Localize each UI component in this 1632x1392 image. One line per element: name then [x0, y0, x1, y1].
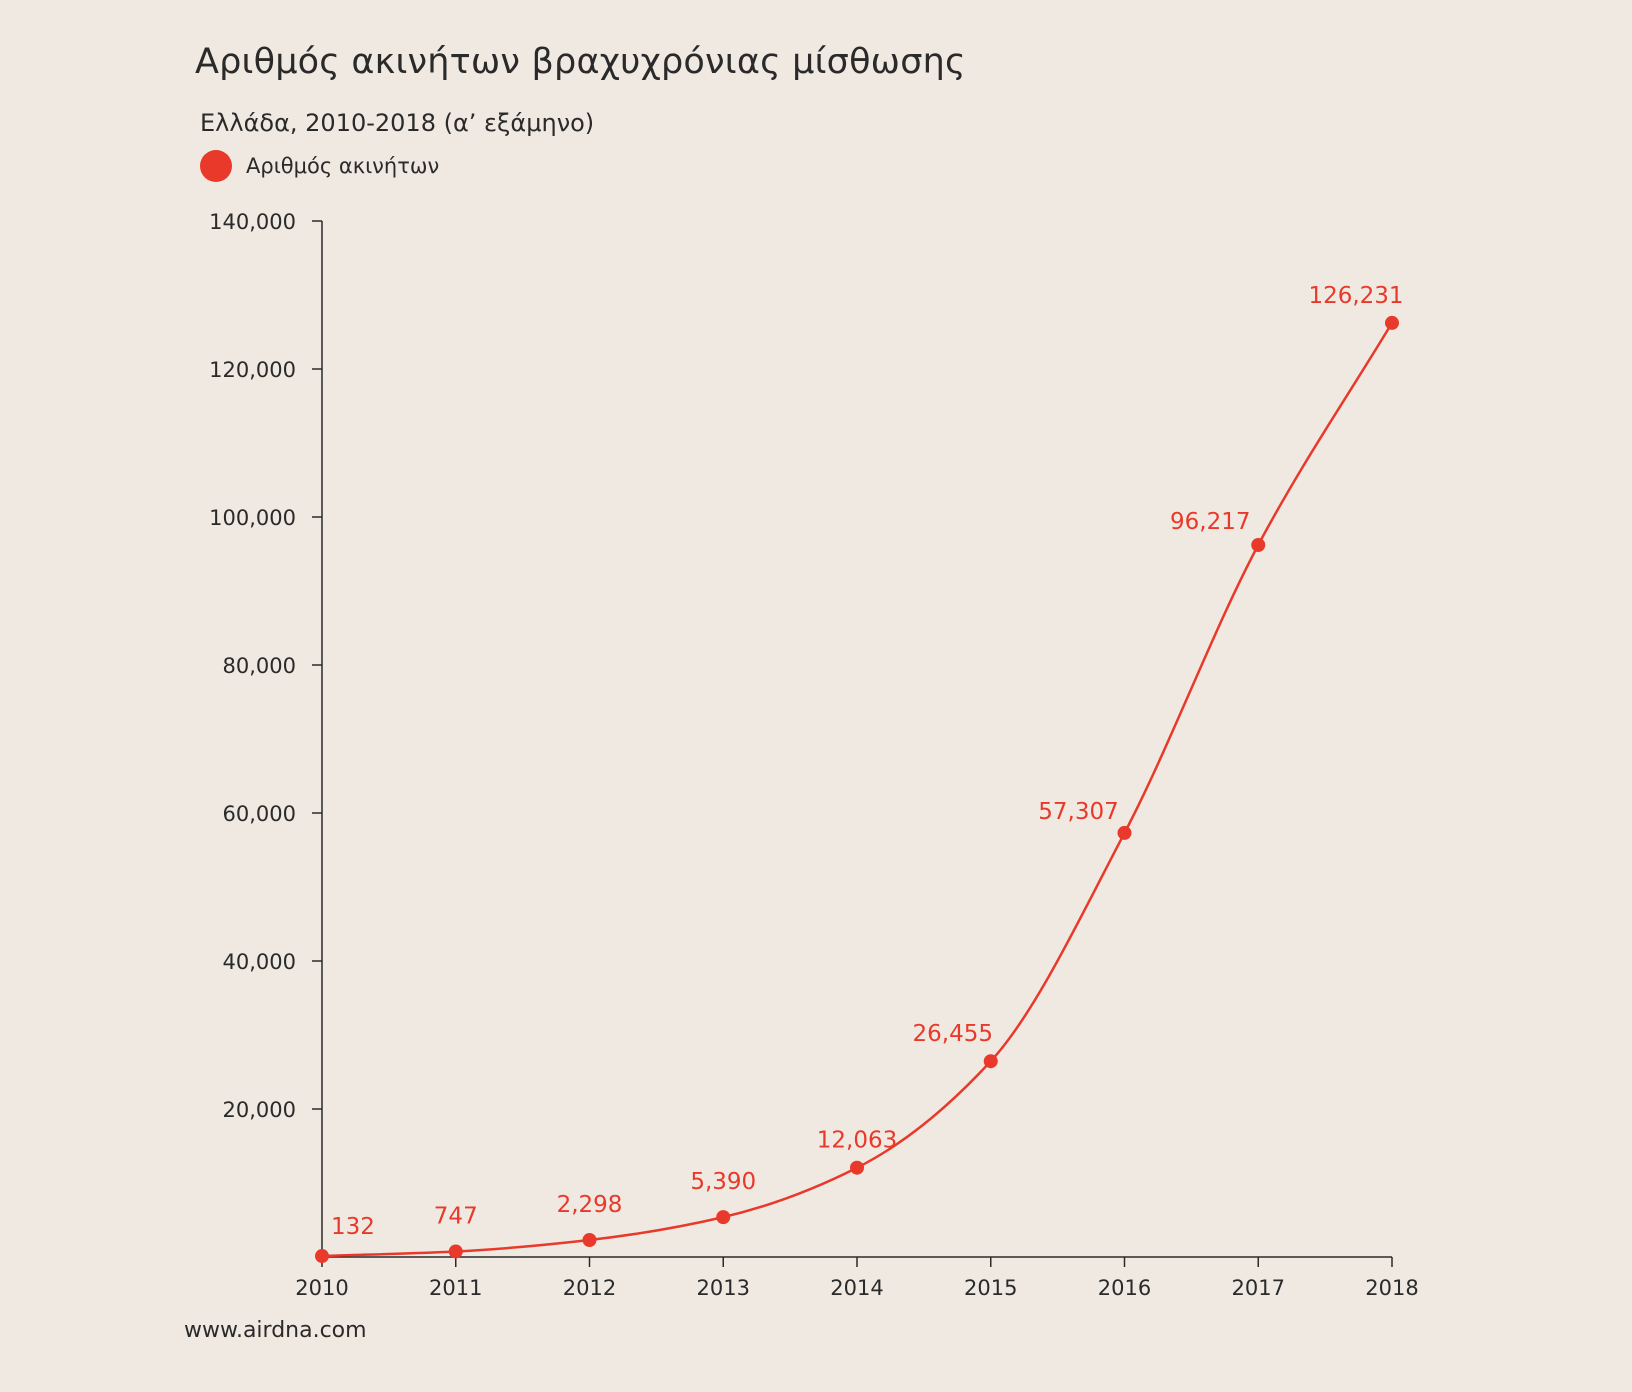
x-tick-label: 2010 [295, 1276, 348, 1300]
y-tick-label: 60,000 [223, 802, 296, 826]
x-tick-label: 2013 [697, 1276, 750, 1300]
data-label: 132 [331, 1214, 375, 1240]
data-point [983, 1054, 998, 1069]
data-point [716, 1210, 731, 1225]
data-label: 12,063 [817, 1128, 897, 1154]
x-tick-label: 2011 [429, 1276, 482, 1300]
y-tick-label: 20,000 [223, 1098, 296, 1122]
data-point [1117, 825, 1132, 840]
legend: Αριθμός ακινήτων [200, 150, 439, 182]
legend-label: Αριθμός ακινήτων [246, 154, 440, 178]
data-label: 57,307 [1038, 799, 1118, 825]
data-point [1385, 315, 1399, 330]
data-point [448, 1244, 463, 1259]
x-tick-label: 2015 [964, 1276, 1017, 1300]
data-label: 26,455 [913, 1021, 993, 1047]
data-label: 96,217 [1170, 509, 1250, 535]
y-tick-label: 80,000 [223, 654, 296, 678]
y-tick-label: 40,000 [223, 950, 296, 974]
data-label: 747 [434, 1203, 478, 1229]
y-tick-label: 120,000 [209, 358, 296, 382]
data-point [1251, 537, 1266, 552]
chart-subtitle: Ελλάδα, 2010-2018 (α’ εξάμηνο) [200, 109, 595, 137]
x-tick-label: 2012 [563, 1276, 616, 1300]
y-tick-label: 100,000 [209, 506, 296, 530]
data-label: 2,298 [557, 1192, 623, 1218]
source-link[interactable]: www.airdna.com [184, 1318, 367, 1343]
data-point [315, 1249, 329, 1264]
data-label: 126,231 [1308, 283, 1403, 309]
x-tick-label: 2018 [1365, 1276, 1418, 1300]
x-tick-label: 2017 [1232, 1276, 1285, 1300]
data-point [850, 1160, 864, 1175]
chart-title: Αριθμός ακινήτων βραχυχρόνιας μίσθωσης [195, 42, 966, 82]
data-label: 5,390 [690, 1169, 756, 1195]
x-tick-label: 2014 [830, 1276, 883, 1300]
series-line [321, 322, 1394, 1258]
y-tick-label: 140,000 [209, 210, 296, 234]
legend-marker [200, 150, 232, 182]
data-point [582, 1232, 597, 1247]
x-tick-label: 2016 [1098, 1276, 1151, 1300]
